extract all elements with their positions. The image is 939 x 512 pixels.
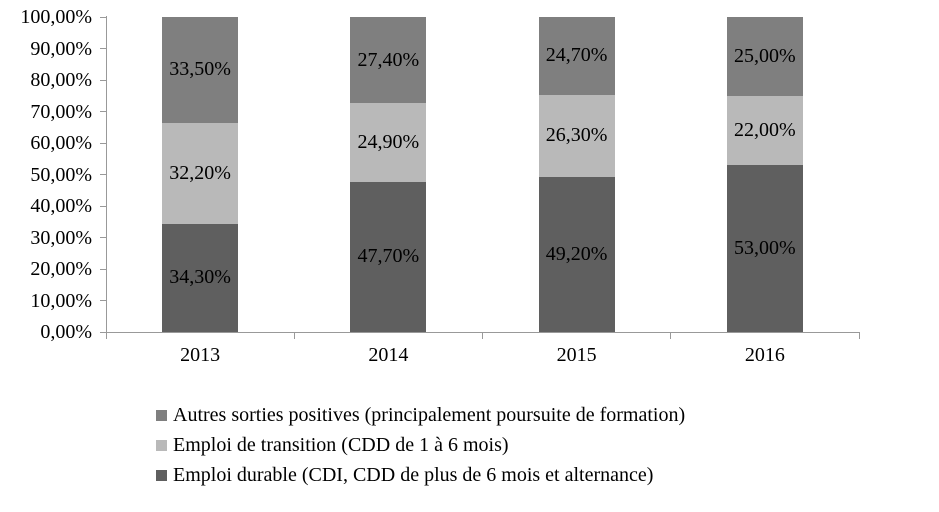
bar-segment-label: 49,20%	[545, 243, 608, 266]
bar-segment-label: 25,00%	[734, 44, 796, 67]
bar-segment: 47,70%	[350, 181, 427, 332]
y-axis-tick	[100, 205, 106, 207]
legend-item: Autres sorties positives (principalement…	[156, 400, 685, 430]
legend-label: Emploi de transition (CDD de 1 à 6 mois)	[173, 433, 509, 456]
bar-segment: 27,40%	[350, 17, 427, 104]
y-axis-tick	[100, 48, 106, 49]
y-axis-tick-label: 0,00%	[40, 321, 92, 343]
stacked-bar-2016: 25,00% 22,00% 53,00%	[726, 17, 803, 332]
x-axis-tick	[482, 333, 483, 339]
x-axis-category-label: 2016	[744, 344, 785, 366]
x-axis-tick	[858, 333, 860, 339]
y-axis-tick-label: 30,00%	[30, 226, 92, 249]
bar-segment-label: 47,70%	[357, 245, 420, 268]
bar-segment-label: 27,40%	[357, 48, 420, 71]
x-axis-category-label: 2014	[368, 344, 409, 366]
stacked-bar-2014: 27,40% 24,90% 47,70%	[350, 17, 427, 332]
y-axis-tick	[100, 79, 106, 81]
bar-segment-label: 33,50%	[169, 58, 231, 81]
bar-segment-label: 34,30%	[169, 266, 231, 289]
bar-segment: 25,00%	[726, 17, 803, 96]
legend-label: Emploi durable (CDI, CDD de plus de 6 mo…	[173, 463, 654, 486]
y-axis-tick-label: 100,00%	[20, 6, 92, 28]
x-axis-category-label: 2013	[180, 344, 221, 366]
y-axis-tick	[100, 111, 106, 112]
bar-segment-label: 26,30%	[545, 124, 608, 147]
x-axis-tick	[105, 333, 107, 339]
y-axis-tick-label: 70,00%	[30, 100, 92, 123]
bar-segment: 22,00%	[726, 95, 803, 166]
bar-segment-label: 32,20%	[169, 161, 231, 184]
bar-segment: 33,50%	[162, 17, 239, 123]
x-axis-tick	[670, 333, 672, 339]
y-axis-tick-label: 50,00%	[30, 163, 92, 186]
stacked-bar-2013: 33,50% 32,20% 34,30%	[162, 17, 239, 332]
y-axis-tick	[100, 331, 106, 333]
x-axis-tick	[293, 333, 295, 339]
y-axis-tick	[100, 268, 106, 270]
x-axis-category-label: 2015	[556, 344, 597, 366]
y-axis-tick	[100, 300, 106, 301]
legend-label: Autres sorties positives (principalement…	[173, 403, 686, 426]
y-axis-line	[106, 16, 107, 333]
y-axis-tick-label: 60,00%	[30, 132, 92, 154]
legend-swatch-emploi-durable	[156, 469, 167, 481]
y-axis-tick-label: 20,00%	[30, 258, 92, 280]
bar-segment: 24,70%	[538, 17, 615, 95]
legend-swatch-emploi-transition	[156, 439, 167, 451]
y-axis-tick-label: 10,00%	[30, 289, 92, 312]
x-axis-line	[106, 332, 860, 333]
legend-item: Emploi durable (CDI, CDD de plus de 6 mo…	[156, 460, 685, 490]
y-axis-tick-label: 80,00%	[30, 69, 92, 91]
bar-segment-label: 24,90%	[357, 131, 420, 154]
bar-segment: 53,00%	[726, 165, 803, 332]
chart-legend: Autres sorties positives (principalement…	[156, 400, 685, 490]
y-axis-tick-label: 40,00%	[30, 195, 92, 217]
bar-segment: 26,30%	[538, 94, 615, 178]
bar-segment: 24,90%	[350, 103, 427, 182]
y-axis-tick-label: 90,00%	[30, 37, 92, 60]
bar-segment: 32,20%	[162, 122, 239, 224]
bar-segment: 34,30%	[162, 223, 239, 332]
y-axis-tick	[100, 174, 106, 175]
bar-segment-label: 24,70%	[545, 44, 608, 67]
legend-swatch-autres-sorties	[156, 409, 167, 421]
y-axis-tick	[100, 142, 106, 144]
y-axis-tick	[100, 237, 106, 238]
legend-item: Emploi de transition (CDD de 1 à 6 mois)	[156, 430, 685, 460]
y-axis-tick	[100, 16, 106, 18]
stacked-bar-2015: 24,70% 26,30% 49,20%	[538, 17, 615, 332]
bar-segment-label: 53,00%	[734, 237, 796, 260]
bar-segment-label: 22,00%	[734, 118, 796, 141]
bar-segment: 49,20%	[538, 177, 615, 332]
